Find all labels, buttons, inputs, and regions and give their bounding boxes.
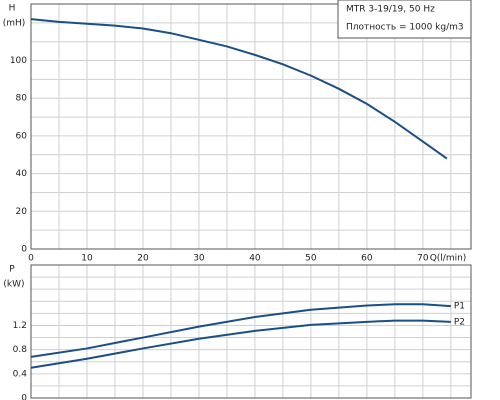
curve <box>30 18 448 160</box>
x-tick-label: 0 <box>28 254 34 264</box>
y-tick-label: 0.8 <box>13 345 28 355</box>
y-axis-unit: (mH) <box>3 19 26 29</box>
x-tick-label: 70 <box>417 254 429 264</box>
info-text: Плотность = 1000 kg/m3 <box>346 23 464 33</box>
x-tick-label: 20 <box>137 254 149 264</box>
info-box <box>337 0 472 39</box>
y-tick-label: 20 <box>16 207 28 217</box>
y-tick-label: 1.2 <box>13 321 27 331</box>
y-tick-label: 80 <box>16 94 28 104</box>
y-tick-label: 0 <box>21 245 27 255</box>
curve <box>30 319 451 369</box>
y-axis-label: P <box>9 265 15 275</box>
y-tick-label: 0.4 <box>13 369 28 379</box>
y-tick-label: 40 <box>16 169 28 179</box>
x-tick-label: 10 <box>81 254 93 264</box>
plot-area <box>31 4 471 249</box>
y-axis-label: H <box>9 4 16 14</box>
y-axis-unit: (kW) <box>3 280 24 290</box>
y-tick-label: 0 <box>21 394 27 400</box>
curve <box>30 303 451 358</box>
series-label: P2 <box>454 317 465 327</box>
x-tick-label: 50 <box>305 254 317 264</box>
plot-frame <box>30 264 472 399</box>
x-tick-label: 40 <box>249 254 261 264</box>
series-label: P1 <box>454 302 465 312</box>
y-tick-label: 60 <box>16 131 28 141</box>
y-tick-label: 100 <box>10 56 27 66</box>
plot-frame <box>30 3 472 250</box>
x-axis-label: Q(l/min) <box>430 254 467 264</box>
x-tick-label: 30 <box>193 254 205 264</box>
info-text: MTR 3-19/19, 50 Hz <box>346 5 435 15</box>
x-tick-label: 60 <box>361 254 373 264</box>
